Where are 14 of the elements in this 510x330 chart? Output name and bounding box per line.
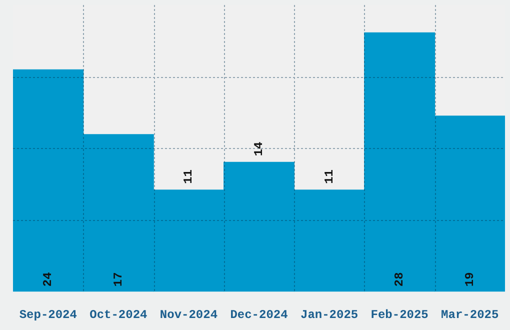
data-label: 11 [322, 169, 336, 184]
data-label: 28 [392, 272, 407, 287]
x-tick-label: Feb-2025 [370, 308, 428, 322]
x-tick-label: Jan-2025 [300, 308, 358, 322]
data-label: 19 [462, 272, 477, 287]
x-tick-label: Oct-2024 [90, 308, 148, 322]
data-label: 17 [111, 272, 126, 287]
x-tick-label: Nov-2024 [160, 308, 218, 322]
x-tick-label: Dec-2024 [230, 308, 288, 322]
data-label: 14 [252, 142, 266, 156]
data-label: 24 [41, 272, 56, 287]
x-tick-label: Mar-2025 [441, 308, 499, 322]
data-label: 11 [182, 169, 196, 184]
x-tick-label: Sep-2024 [19, 308, 77, 322]
